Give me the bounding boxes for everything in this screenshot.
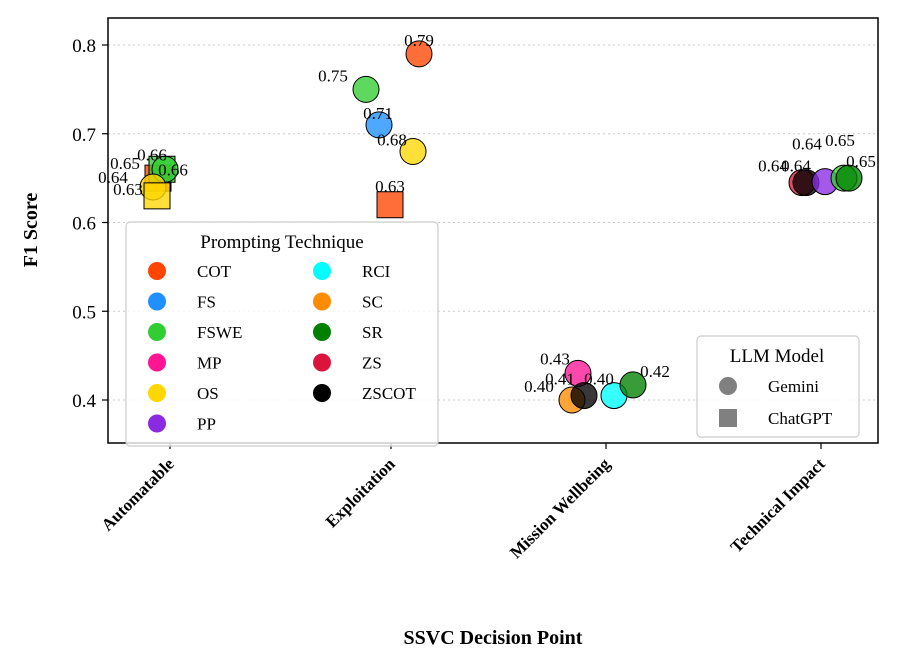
legend-label-sc: SC [362,293,383,312]
point-fswe-gemini [352,75,380,103]
data-label: 0.64 [98,168,128,187]
y-tick-label: 0.7 [72,125,96,146]
data-label: 0.42 [640,362,670,381]
technique-legend-title: Prompting Technique [200,232,364,253]
x-tick-label: Technical Impact [727,454,829,556]
legend-label-cot: COT [197,262,232,281]
legend-label-chatgpt: ChatGPT [768,409,833,428]
legend-marker-pp [148,414,166,433]
legend-marker-gemini [719,377,737,395]
data-labels: 0.650.660.660.640.630.790.750.710.680.63… [98,31,876,396]
y-tick-label: 0.5 [72,302,96,323]
data-label: 0.66 [137,145,167,164]
legend-label-fswe: FSWE [197,323,242,342]
data-label: 0.41 [545,370,575,389]
legend-label-pp: PP [197,415,216,434]
legend-label-zs: ZS [362,354,382,373]
legend-marker-os [148,384,166,402]
point-cot-gemini [405,40,433,68]
data-label: 0.64 [758,157,788,176]
data-label: 0.64 [792,135,822,154]
x-axis-title: SSVC Decision Point [404,627,583,649]
data-label: 0.63 [113,180,143,199]
y-tick-label: 0.8 [72,36,96,57]
legend-marker-zscot [313,384,331,402]
legend-label-gemini: Gemini [768,377,819,396]
legend-label-zscot: ZSCOT [362,384,416,403]
data-label: 0.65 [110,154,140,173]
legend-marker-fswe [148,323,166,341]
legend-marker-rci [313,262,331,280]
x-tick-label: Mission Wellbeing [506,454,614,562]
data-label: 0.65 [846,152,876,171]
legend-label-sr: SR [362,323,383,342]
technique-legend-box [125,221,439,447]
point-os-chatgpt [143,182,171,210]
legend-marker-mp [148,353,166,372]
data-label: 0.40 [584,370,614,389]
legend-marker-sr [313,323,331,341]
point-os-gemini [399,138,427,165]
model-legend-box [696,335,860,438]
legend-label-rci: RCI [362,262,391,281]
point-zscot-gemini [570,382,598,410]
x-tick-label: Automatable [98,454,179,535]
data-label: 0.79 [404,31,434,50]
technique-legend: Prompting Technique COT FS FSWE MP OS PP RCI SC… [125,221,439,447]
data-label: 0.71 [363,104,393,123]
x-tick-label: Exploitation [322,454,399,531]
model-legend: LLM Model Gemini ChatGPT [696,335,860,438]
data-label: 0.65 [825,131,855,150]
y-tick-label: 0.4 [72,391,96,412]
legend-label-fs: FS [197,293,216,312]
point-sr-gemini [619,371,647,399]
point-cot-chatgpt [376,191,404,219]
point-sr-gemini [835,164,863,192]
data-points [139,40,863,414]
data-label: 0.64 [781,157,811,176]
data-label: 0.40 [524,377,554,396]
data-label: 0.68 [377,131,407,150]
point-fs-gemini [365,111,393,139]
data-label: 0.75 [318,66,348,85]
legend-marker-cot [148,262,166,280]
legend-marker-fs [148,292,166,311]
legend-marker-zs [313,353,331,372]
legend-label-os: OS [197,384,219,403]
data-label: 0.43 [540,349,570,368]
legend-marker-chatgpt [719,409,737,427]
y-tick-label: 0.6 [72,214,96,235]
legend-label-mp: MP [197,354,222,373]
legend-marker-sc [313,292,331,311]
data-label: 0.66 [158,160,188,179]
technique-legend-items: COT FS FSWE MP OS PP RCI SC SR ZS ZSCOT [148,262,416,434]
model-legend-title: LLM Model [730,346,824,367]
model-legend-items: Gemini ChatGPT [719,377,833,428]
data-label: 0.63 [375,177,405,196]
plot-frame [107,17,879,444]
y-axis-title: F1 Score [20,193,42,268]
